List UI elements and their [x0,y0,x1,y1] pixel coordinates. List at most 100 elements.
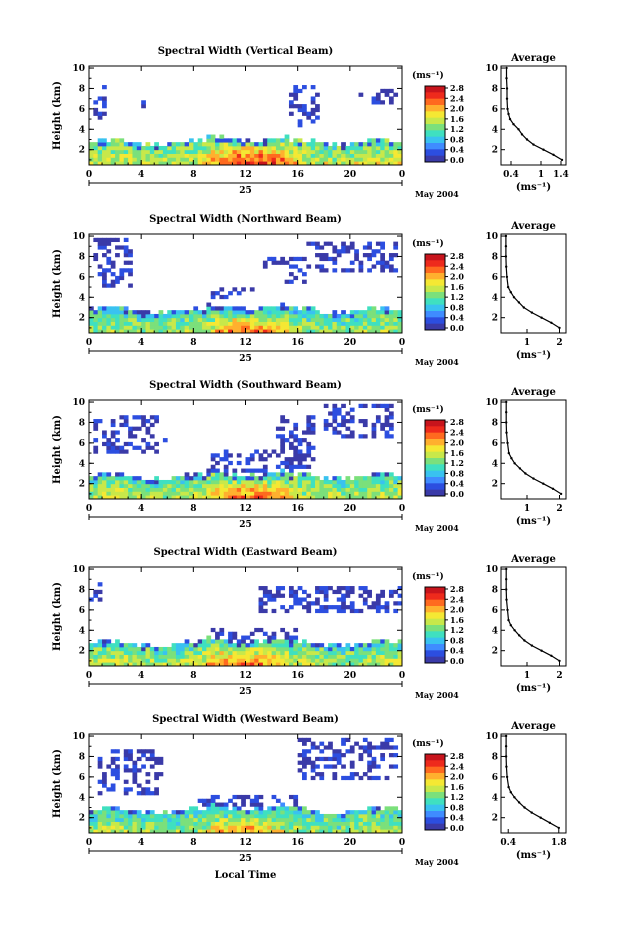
heatmap-cell [106,787,112,792]
heatmap-cell [228,829,233,834]
heatmap-cell [345,268,351,273]
heatmap-cell [167,313,172,319]
heatmap-cell [93,149,99,154]
heatmap-cell [102,138,107,143]
heatmap-cell [267,310,272,315]
average-line [505,569,560,662]
heatmap-cell [89,646,94,652]
heatmap-cell [388,745,394,750]
heatmap-cell [97,589,103,595]
heatmap-cell [171,821,177,826]
heatmap-cell [275,138,281,143]
heatmap-cell [236,306,242,311]
heatmap-cell [310,658,316,663]
heatmap-cell [393,487,399,492]
heatmap-cell [102,662,107,667]
heatmap-cell [288,810,294,815]
heatmap-cell [119,317,125,322]
heatmap-cell [328,422,333,428]
heatmap-cell [102,100,107,105]
heatmap-cell [280,825,286,830]
heatmap-cell [102,325,107,330]
heatmap-cell [184,810,190,815]
heatmap-cell [206,802,212,807]
avg-y-tick-label: 10 [485,64,498,74]
colorbar-tick-label: 0.4 [450,813,464,823]
heatmap-cell [93,646,99,652]
heatmap-cell [332,313,338,319]
heatmap [89,237,403,334]
heatmap-cell [293,145,299,151]
heatmap-cell [180,479,186,485]
heatmap-cell [115,279,120,284]
heatmap-cell [232,317,238,322]
heatmap-cell [223,149,229,154]
heatmap-cell [262,325,268,330]
heatmap-cell [232,495,238,500]
heatmap-cell [388,325,394,330]
heatmap-cell [293,275,299,281]
heatmap-cell [110,756,116,762]
average-point [552,153,555,156]
colorbar-tick-label: 1.2 [450,625,464,635]
heatmap-cell [367,306,372,311]
y-axis-label: Height (km) [52,582,63,651]
heatmap-cell [128,829,133,834]
heatmap-cell [362,149,368,154]
colorbar-tick-label: 0.0 [450,823,464,833]
heatmap-cell [223,650,229,655]
heatmap-cell [362,589,368,595]
heatmap-cell [262,658,268,663]
heatmap-cell [197,810,203,815]
heatmap-cell [341,817,346,822]
heatmap-cell [184,817,190,822]
heatmap-cell [228,658,233,663]
heatmap-cell [323,161,329,166]
heatmap-cell [154,157,159,162]
date-label: May 2004 [415,357,459,367]
heatmap-cell [162,313,168,319]
heatmap-cell [362,772,368,777]
heatmap-cell [297,317,303,322]
heatmap-cell [362,817,368,822]
heatmap-cell [310,479,316,485]
heatmap-cell [280,650,286,655]
heatmap-cell [219,821,225,826]
heatmap-cell [393,654,399,659]
heatmap-cell [310,149,316,154]
heatmap-cell [275,810,281,815]
heatmap-cell [345,662,351,667]
heatmap-cell [262,457,268,462]
heatmap-cell [302,825,307,830]
heatmap-cell [367,479,372,485]
colorbar-frame [424,253,446,331]
heatmap-cell [358,142,364,147]
heatmap-cell [306,325,312,330]
heatmap-cell [371,264,377,269]
heatmap-cell [193,658,199,663]
heatmap-cell [149,479,155,485]
heatmap-cell [245,145,251,151]
heatmap-cell [102,495,107,500]
heatmap-cell [223,313,229,319]
heatmap-cell [123,149,129,154]
heatmap-cell [341,608,346,614]
heatmap-cell [158,313,164,319]
average-point [532,143,535,146]
heatmap-cell [128,149,133,154]
heatmap-cell [115,643,120,648]
heatmap-cell [310,650,316,655]
heatmap-cell [162,329,168,334]
heatmap-cell [315,589,320,595]
heatmap-cell [167,829,172,834]
heatmap-cell [349,142,355,147]
heatmap-cell [197,149,203,154]
heatmap-cell [375,142,381,147]
heatmap-cell [380,253,386,258]
heatmap-cell [154,813,159,819]
heatmap-cell [188,658,194,663]
heatmap-cell [384,260,390,265]
heatmap-cell [384,325,390,330]
heatmap-cell [397,479,403,485]
colorbar-segment [425,593,445,601]
